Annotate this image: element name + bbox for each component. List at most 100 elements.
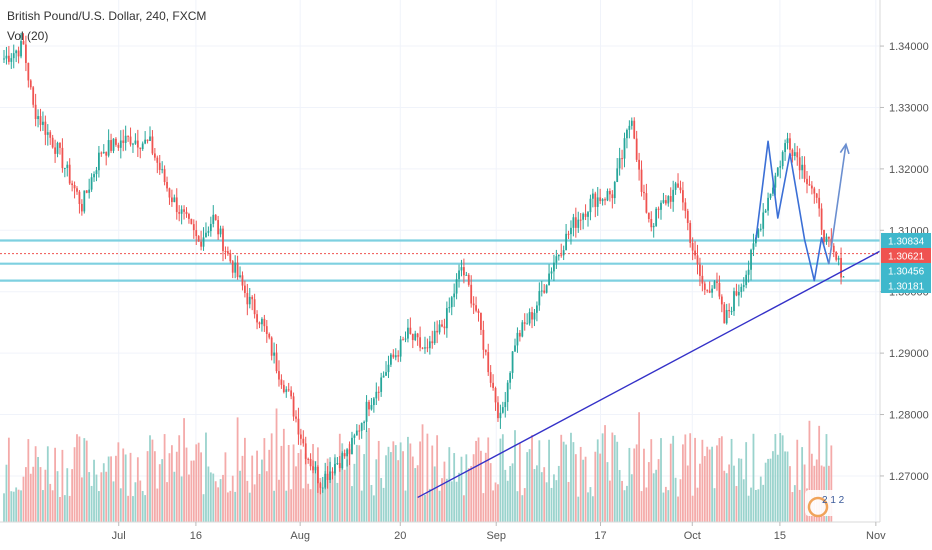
volume-bar xyxy=(34,446,37,522)
volume-bar xyxy=(472,454,475,522)
volume-bar xyxy=(163,434,166,522)
candle-body xyxy=(51,137,54,148)
volume-bar xyxy=(59,496,61,522)
projection-arrow-shaft xyxy=(828,144,847,265)
candle-body xyxy=(674,183,677,190)
candle-body xyxy=(168,188,171,198)
candle-body xyxy=(587,212,589,217)
candle-body xyxy=(282,384,285,393)
candle-body xyxy=(672,189,675,202)
candle-body xyxy=(769,193,772,198)
candle-body xyxy=(538,291,541,306)
volume-bar xyxy=(100,472,103,522)
price-badge xyxy=(881,262,931,278)
time-axis[interactable]: Jul 16 Aug 20 Sep 17 Oct 15 Nov xyxy=(0,521,886,542)
volume-bar xyxy=(105,471,108,522)
candle-body xyxy=(5,55,8,59)
candle-body xyxy=(334,464,336,474)
volume-bar xyxy=(740,458,743,522)
candle-body xyxy=(117,144,120,148)
volume-bar xyxy=(56,471,59,522)
candle-body xyxy=(112,138,115,151)
candle-body xyxy=(355,430,358,436)
candle-body xyxy=(90,177,93,190)
candle-body xyxy=(207,231,210,233)
volume-bar xyxy=(127,495,129,522)
candle-body xyxy=(604,199,606,201)
candle-body xyxy=(149,136,151,142)
volume-bar xyxy=(426,433,429,522)
volume-bar xyxy=(550,487,553,522)
volume-bar xyxy=(188,474,190,522)
candle-body xyxy=(577,219,580,228)
tradingview-logo-icon[interactable]: 2 1 2 xyxy=(805,490,853,518)
candle-body xyxy=(29,80,32,88)
volume-bar xyxy=(621,480,623,522)
volume-bar xyxy=(657,459,660,522)
volume-bar xyxy=(3,493,5,522)
candle-body xyxy=(146,139,149,142)
volume-bar xyxy=(309,489,312,522)
candle-body xyxy=(757,229,760,238)
candle-body xyxy=(304,443,307,459)
volume-bar xyxy=(784,451,786,522)
projection-arrow-head-icon xyxy=(839,142,850,155)
volume-bar xyxy=(360,490,363,522)
candle-body xyxy=(475,305,477,311)
candle-body xyxy=(78,191,81,204)
candle-body xyxy=(504,402,507,408)
volume-bar xyxy=(752,433,755,522)
candle-body xyxy=(88,189,91,193)
volume-bar xyxy=(202,494,205,522)
candle-body xyxy=(706,289,709,291)
volume-bar xyxy=(696,487,699,522)
candle-body xyxy=(56,142,59,154)
candle-body xyxy=(789,138,791,150)
volume-bar xyxy=(587,492,589,522)
candle-body xyxy=(414,333,417,341)
candle-body xyxy=(755,237,757,244)
volume-bar xyxy=(433,466,436,522)
volume-bar xyxy=(540,472,543,522)
volume-bar xyxy=(144,495,147,522)
candle-body xyxy=(699,264,701,276)
volume-bar xyxy=(667,490,670,522)
volume-bar xyxy=(509,466,512,522)
volume-bar xyxy=(402,451,404,522)
candle-body xyxy=(531,312,533,320)
volume-bar xyxy=(336,482,339,522)
volume-bar xyxy=(370,484,373,522)
volume-bar xyxy=(431,445,434,522)
candle-body xyxy=(139,147,142,150)
volume-indicator-label[interactable]: Vol (20) xyxy=(7,29,49,43)
candle-body xyxy=(115,138,117,145)
candle-body xyxy=(15,50,18,54)
candle-body xyxy=(633,120,636,139)
candle-body xyxy=(701,275,704,284)
volume-bar xyxy=(669,443,672,522)
candle-body xyxy=(295,416,297,419)
volume-bar xyxy=(774,434,777,522)
volume-bar xyxy=(808,420,811,522)
volume-bar xyxy=(723,470,726,522)
volume-bar xyxy=(579,446,582,522)
volume-bar xyxy=(161,459,164,522)
volume-bar xyxy=(728,464,731,522)
candle-body xyxy=(745,274,748,286)
candle-body xyxy=(550,271,553,274)
volume-bar xyxy=(514,430,516,522)
volume-bar xyxy=(767,458,769,522)
volume-bar xyxy=(10,491,13,522)
candle-body xyxy=(509,372,512,383)
volume-bar xyxy=(414,468,417,522)
volume-bar xyxy=(102,463,105,522)
volume-bar xyxy=(338,433,341,522)
volume-bar xyxy=(334,454,336,522)
volume-bar xyxy=(178,435,181,522)
candle-body xyxy=(397,355,400,357)
drawings[interactable] xyxy=(417,140,881,499)
volume-bar xyxy=(416,465,419,522)
candle-body xyxy=(747,269,750,275)
candle-body xyxy=(582,213,585,220)
